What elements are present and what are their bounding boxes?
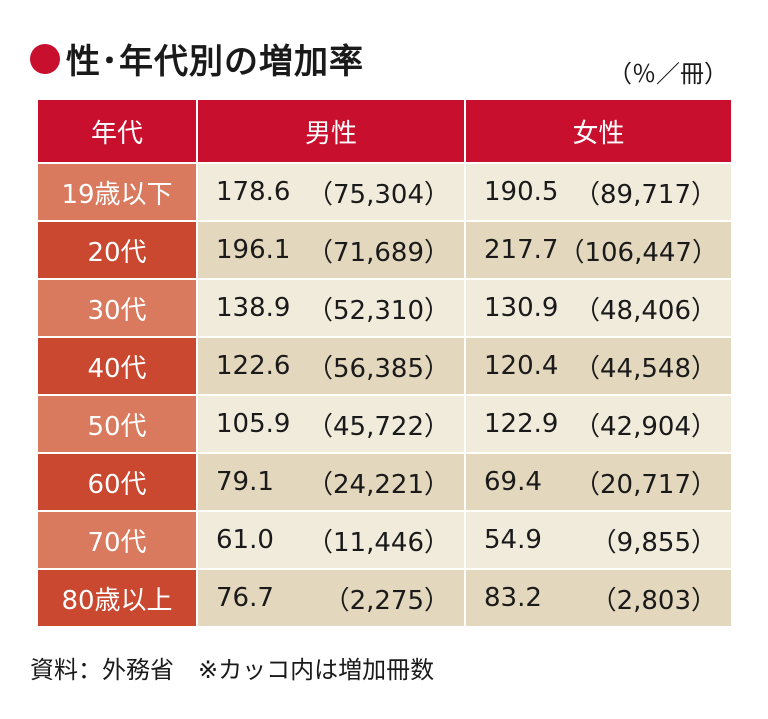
age-label: 30代 (36, 278, 198, 338)
female-cell: 69.4 （20,717） (464, 452, 733, 512)
female-cell: 217.7 （106,447） (464, 220, 733, 280)
source-note: 資料：外務省 ※カッコ内は増加冊数 (30, 656, 435, 684)
table-body: 19歳以下 178.6 （75,304） 190.5 （89,717） 20代 196.1 （… (36, 162, 733, 628)
column-header-male: 男性 (196, 98, 466, 164)
column-header-age: 年代 (36, 98, 198, 164)
female-count: （48,406） (574, 295, 717, 326)
male-cell-content: 178.6 （75,304） (198, 174, 464, 211)
male-rate: 61.0 (216, 525, 274, 555)
male-cell-content: 138.9 （52,310） (198, 290, 464, 327)
male-cell: 178.6 （75,304） (196, 162, 466, 222)
male-rate: 105.9 (216, 409, 291, 439)
female-rate: 217.7 (484, 235, 559, 265)
male-cell-content: 105.9 （45,722） (198, 406, 464, 443)
male-rate: 122.6 (216, 351, 291, 381)
female-cell: 122.9 （42,904） (464, 394, 733, 454)
age-label: 19歳以下 (36, 162, 198, 222)
male-rate: 178.6 (216, 177, 291, 207)
male-count: （75,304） (307, 179, 450, 210)
male-cell-content: 196.1 （71,689） (198, 232, 464, 269)
column-header-female: 女性 (464, 98, 733, 164)
table-row: 70代 61.0 （11,446） 54.9 （9,855） (36, 510, 733, 570)
data-table: 年代 男性 女性 19歳以下 178.6 （75,304） 190.5 （89,717）… (36, 98, 733, 628)
female-cell-content: 83.2 （2,803） (466, 580, 731, 617)
female-count: （89,717） (574, 179, 717, 210)
female-count: （42,904） (574, 411, 717, 442)
female-count: （44,548） (574, 353, 717, 384)
table-row: 40代 122.6 （56,385） 120.4 （44,548） (36, 336, 733, 396)
table-row: 19歳以下 178.6 （75,304） 190.5 （89,717） (36, 162, 733, 222)
female-count: （2,803） (590, 585, 717, 616)
female-cell: 190.5 （89,717） (464, 162, 733, 222)
header-row: 年代 男性 女性 (36, 98, 733, 164)
unit-label: （％／冊） (608, 60, 728, 88)
male-cell-content: 122.6 （56,385） (198, 348, 464, 385)
age-label: 70代 (36, 510, 198, 570)
male-rate: 138.9 (216, 293, 291, 323)
female-rate: 120.4 (484, 351, 559, 381)
male-count: （52,310） (307, 295, 450, 326)
male-cell: 76.7 （2,275） (196, 568, 466, 628)
female-cell: 130.9 （48,406） (464, 278, 733, 338)
table-row: 60代 79.1 （24,221） 69.4 （20,717） (36, 452, 733, 512)
female-rate: 54.9 (484, 525, 542, 555)
male-rate: 196.1 (216, 235, 291, 265)
male-cell-content: 76.7 （2,275） (198, 580, 464, 617)
table-row: 80歳以上 76.7 （2,275） 83.2 （2,803） (36, 568, 733, 628)
table-row: 30代 138.9 （52,310） 130.9 （48,406） (36, 278, 733, 338)
female-cell: 54.9 （9,855） (464, 510, 733, 570)
male-count: （11,446） (307, 527, 450, 558)
male-rate: 79.1 (216, 467, 274, 497)
female-cell: 120.4 （44,548） (464, 336, 733, 396)
male-cell: 61.0 （11,446） (196, 510, 466, 570)
female-count: （9,855） (590, 527, 717, 558)
female-rate: 69.4 (484, 467, 542, 497)
female-count: （20,717） (574, 469, 717, 500)
age-label: 20代 (36, 220, 198, 280)
chart-title: 性･年代別の増加率 (66, 42, 364, 82)
female-cell-content: 130.9 （48,406） (466, 290, 731, 327)
female-cell-content: 217.7 （106,447） (466, 232, 731, 269)
male-rate: 76.7 (216, 583, 274, 613)
female-rate: 83.2 (484, 583, 542, 613)
female-rate: 122.9 (484, 409, 559, 439)
female-count: （106,447） (558, 237, 718, 268)
title-row: 性･年代別の増加率 (30, 34, 364, 83)
female-cell-content: 54.9 （9,855） (466, 522, 731, 559)
male-count: （45,722） (307, 411, 450, 442)
table-row: 20代 196.1 （71,689） 217.7 （106,447） (36, 220, 733, 280)
male-cell: 138.9 （52,310） (196, 278, 466, 338)
male-count: （24,221） (307, 469, 450, 500)
female-cell-content: 120.4 （44,548） (466, 348, 731, 385)
red-dot-icon (30, 43, 60, 74)
age-label: 40代 (36, 336, 198, 396)
male-cell-content: 79.1 （24,221） (198, 464, 464, 501)
female-rate: 190.5 (484, 177, 559, 207)
male-count: （71,689） (307, 237, 450, 268)
female-cell: 83.2 （2,803） (464, 568, 733, 628)
male-count: （56,385） (307, 353, 450, 384)
male-cell-content: 61.0 （11,446） (198, 522, 464, 559)
male-cell: 79.1 （24,221） (196, 452, 466, 512)
age-label: 50代 (36, 394, 198, 454)
age-label: 80歳以上 (36, 568, 198, 628)
male-cell: 122.6 （56,385） (196, 336, 466, 396)
female-cell-content: 69.4 （20,717） (466, 464, 731, 501)
age-label: 60代 (36, 452, 198, 512)
female-cell-content: 190.5 （89,717） (466, 174, 731, 211)
male-cell: 105.9 （45,722） (196, 394, 466, 454)
female-rate: 130.9 (484, 293, 559, 323)
female-cell-content: 122.9 （42,904） (466, 406, 731, 443)
table-row: 50代 105.9 （45,722） 122.9 （42,904） (36, 394, 733, 454)
male-cell: 196.1 （71,689） (196, 220, 466, 280)
male-count: （2,275） (323, 585, 450, 616)
